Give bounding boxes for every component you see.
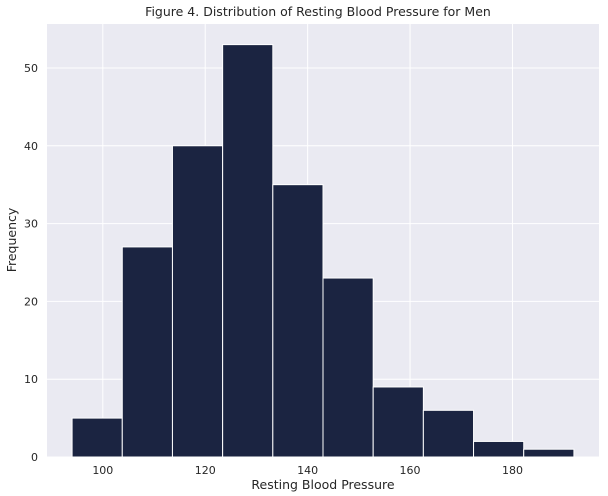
x-tick-label-0: 100: [92, 464, 113, 477]
histogram-bar-7: [422, 409, 475, 458]
y-axis-ticks: 0 10 20 30 40 50: [24, 62, 38, 464]
x-tick-label-1: 120: [195, 464, 216, 477]
y-axis-label: Frequency: [4, 207, 19, 272]
x-axis-ticks: 100 120 140 160 180: [92, 464, 523, 477]
x-tick-label-2: 140: [297, 464, 318, 477]
histogram-bar-2: [171, 145, 224, 458]
y-tick-label-1: 10: [24, 373, 38, 386]
y-tick-label-0: 0: [31, 451, 38, 464]
histogram-bar-1: [121, 246, 173, 458]
histogram-bar-8: [473, 440, 525, 458]
histogram-bar-5: [322, 277, 374, 458]
y-tick-label-2: 20: [24, 295, 38, 308]
histogram-bar-4: [272, 184, 324, 458]
x-tick-label-3: 160: [400, 464, 421, 477]
chart-title: Figure 4. Distribution of Resting Blood …: [145, 4, 491, 19]
histogram-bar-3: [222, 44, 274, 458]
histogram-bar-0: [71, 417, 123, 458]
x-axis-label: Resting Blood Pressure: [251, 477, 394, 492]
x-tick-label-4: 180: [502, 464, 523, 477]
y-tick-label-3: 30: [24, 218, 38, 231]
histogram-bar-9: [523, 448, 575, 458]
y-tick-label-4: 40: [24, 140, 38, 153]
histogram-bar-6: [372, 386, 424, 458]
histogram-bars: [71, 44, 575, 458]
y-tick-label-5: 50: [24, 62, 38, 75]
